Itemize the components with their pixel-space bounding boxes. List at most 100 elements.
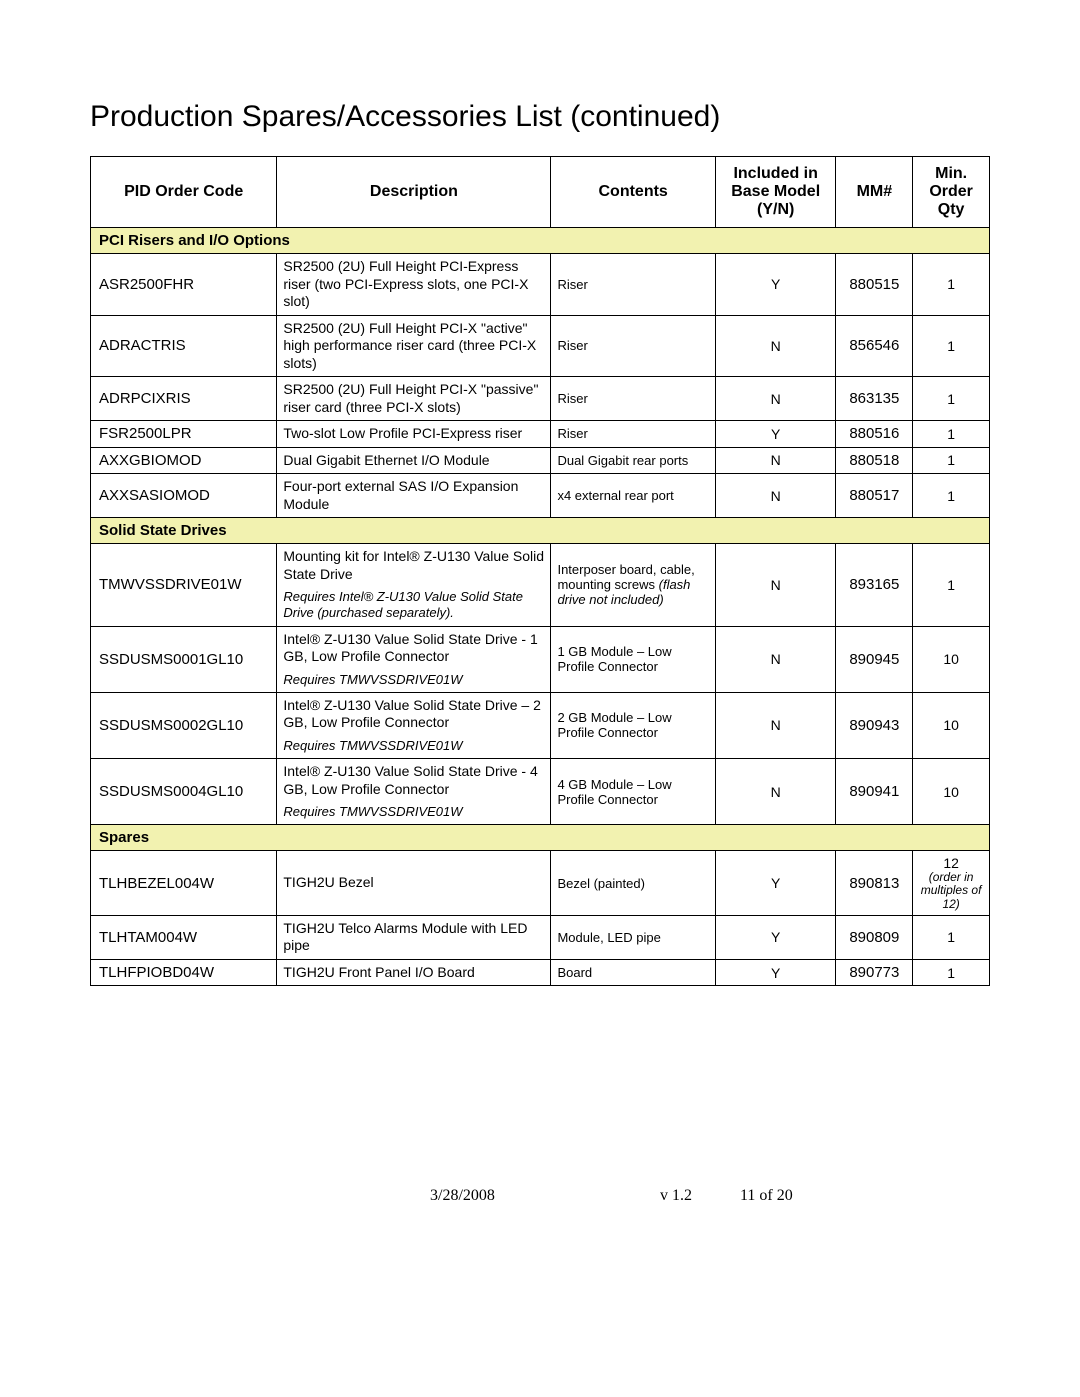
cell-qty: 12(order in multiples of 12) [913, 851, 990, 916]
cell-pid: TLHFPIOBD04W [91, 959, 277, 986]
footer-page: 11 of 20 [740, 1187, 793, 1205]
cell-pid: TMWVSSDRIVE01W [91, 544, 277, 627]
cell-contents: Riser [551, 377, 715, 421]
cell-contents: Module, LED pipe [551, 915, 715, 959]
table-row: AXXGBIOMODDual Gigabit Ethernet I/O Modu… [91, 447, 990, 474]
cell-contents: Board [551, 959, 715, 986]
cell-description: Two-slot Low Profile PCI-Express riser [277, 421, 551, 448]
section-label: PCI Risers and I/O Options [91, 228, 990, 254]
cell-included: N [715, 759, 836, 825]
cell-qty: 10 [913, 626, 990, 692]
cell-included: N [715, 544, 836, 627]
cell-qty: 1 [913, 544, 990, 627]
footer-version: v 1.2 [660, 1187, 692, 1205]
cell-mm: 890773 [836, 959, 913, 986]
cell-mm: 893165 [836, 544, 913, 627]
cell-contents: Bezel (painted) [551, 851, 715, 916]
col-header-qty: Min. Order Qty [913, 157, 990, 228]
cell-mm: 880516 [836, 421, 913, 448]
cell-qty: 10 [913, 759, 990, 825]
cell-qty: 10 [913, 692, 990, 758]
cell-qty: 1 [913, 254, 990, 316]
cell-description: Dual Gigabit Ethernet I/O Module [277, 447, 551, 474]
cell-description: SR2500 (2U) Full Height PCI-X "active" h… [277, 315, 551, 377]
cell-mm: 890809 [836, 915, 913, 959]
table-row: SSDUSMS0004GL10Intel® Z-U130 Value Solid… [91, 759, 990, 825]
cell-mm: 890813 [836, 851, 913, 916]
cell-description: Intel® Z-U130 Value Solid State Drive - … [277, 626, 551, 692]
cell-included: N [715, 315, 836, 377]
spares-table: PID Order Code Description Contents Incl… [90, 156, 990, 986]
cell-pid: TLHTAM004W [91, 915, 277, 959]
cell-mm: 880517 [836, 474, 913, 518]
cell-pid: ADRACTRIS [91, 315, 277, 377]
cell-pid: AXXSASIOMOD [91, 474, 277, 518]
table-row: TLHFPIOBD04WTIGH2U Front Panel I/O Board… [91, 959, 990, 986]
cell-mm: 863135 [836, 377, 913, 421]
cell-pid: AXXGBIOMOD [91, 447, 277, 474]
col-header-included: Included in Base Model (Y/N) [715, 157, 836, 228]
cell-mm: 880518 [836, 447, 913, 474]
table-row: TLHTAM004WTIGH2U Telco Alarms Module wit… [91, 915, 990, 959]
cell-contents: x4 external rear port [551, 474, 715, 518]
table-row: AXXSASIOMODFour-port external SAS I/O Ex… [91, 474, 990, 518]
col-header-desc: Description [277, 157, 551, 228]
cell-qty: 1 [913, 915, 990, 959]
cell-included: Y [715, 421, 836, 448]
cell-contents: Dual Gigabit rear ports [551, 447, 715, 474]
cell-included: Y [715, 959, 836, 986]
cell-contents: 2 GB Module – Low Profile Connector [551, 692, 715, 758]
cell-description: TIGH2U Front Panel I/O Board [277, 959, 551, 986]
cell-description: SR2500 (2U) Full Height PCI-X "passive" … [277, 377, 551, 421]
cell-contents: Interposer board, cable, mounting screws… [551, 544, 715, 627]
cell-qty: 1 [913, 377, 990, 421]
cell-qty: 1 [913, 447, 990, 474]
cell-qty: 1 [913, 959, 990, 986]
table-row: ASR2500FHRSR2500 (2U) Full Height PCI-Ex… [91, 254, 990, 316]
cell-description: Intel® Z-U130 Value Solid State Drive - … [277, 759, 551, 825]
cell-pid: TLHBEZEL004W [91, 851, 277, 916]
cell-description: Intel® Z-U130 Value Solid State Drive – … [277, 692, 551, 758]
col-header-pid: PID Order Code [91, 157, 277, 228]
cell-included: N [715, 626, 836, 692]
cell-included: N [715, 692, 836, 758]
cell-description: Mounting kit for Intel® Z-U130 Value Sol… [277, 544, 551, 627]
footer-date: 3/28/2008 [430, 1187, 495, 1205]
cell-pid: FSR2500LPR [91, 421, 277, 448]
cell-qty: 1 [913, 315, 990, 377]
section-header: Solid State Drives [91, 518, 990, 544]
cell-pid: SSDUSMS0001GL10 [91, 626, 277, 692]
cell-description: TIGH2U Telco Alarms Module with LED pipe [277, 915, 551, 959]
cell-pid: SSDUSMS0002GL10 [91, 692, 277, 758]
cell-included: N [715, 474, 836, 518]
cell-mm: 890941 [836, 759, 913, 825]
table-row: TLHBEZEL004WTIGH2U BezelBezel (painted)Y… [91, 851, 990, 916]
table-row: FSR2500LPRTwo-slot Low Profile PCI-Expre… [91, 421, 990, 448]
section-header: PCI Risers and I/O Options [91, 228, 990, 254]
col-header-contents: Contents [551, 157, 715, 228]
section-label: Solid State Drives [91, 518, 990, 544]
section-header: Spares [91, 825, 990, 851]
cell-included: Y [715, 851, 836, 916]
cell-included: N [715, 377, 836, 421]
cell-description: SR2500 (2U) Full Height PCI-Express rise… [277, 254, 551, 316]
table-row: TMWVSSDRIVE01WMounting kit for Intel® Z-… [91, 544, 990, 627]
cell-contents: 4 GB Module – Low Profile Connector [551, 759, 715, 825]
cell-included: Y [715, 915, 836, 959]
cell-mm: 890943 [836, 692, 913, 758]
cell-qty: 1 [913, 421, 990, 448]
table-row: SSDUSMS0002GL10Intel® Z-U130 Value Solid… [91, 692, 990, 758]
cell-contents: 1 GB Module – Low Profile Connector [551, 626, 715, 692]
cell-included: Y [715, 254, 836, 316]
cell-contents: Riser [551, 254, 715, 316]
col-header-mm: MM# [836, 157, 913, 228]
cell-contents: Riser [551, 421, 715, 448]
table-row: SSDUSMS0001GL10Intel® Z-U130 Value Solid… [91, 626, 990, 692]
cell-included: N [715, 447, 836, 474]
cell-qty: 1 [913, 474, 990, 518]
cell-description: Four-port external SAS I/O Expansion Mod… [277, 474, 551, 518]
cell-mm: 890945 [836, 626, 913, 692]
section-label: Spares [91, 825, 990, 851]
page-title: Production Spares/Accessories List (cont… [90, 100, 990, 134]
cell-pid: ASR2500FHR [91, 254, 277, 316]
